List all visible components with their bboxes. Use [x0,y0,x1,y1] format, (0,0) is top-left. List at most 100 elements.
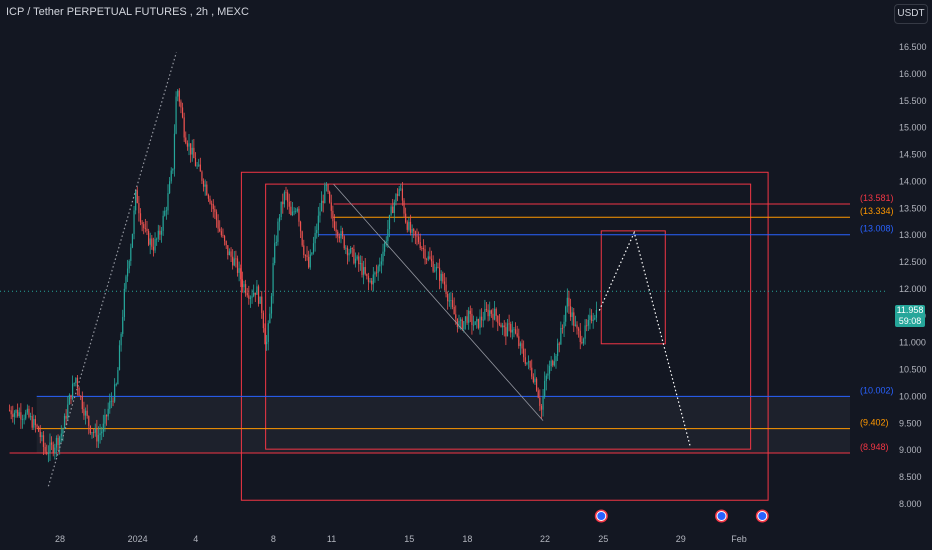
candle-body [143,224,145,229]
candle-body [485,309,488,310]
candle-body [253,292,255,297]
candle-body [110,400,113,402]
candle-body [479,316,481,328]
candle-body [91,432,93,434]
candle-body [120,333,122,346]
candle-body [388,215,391,230]
candle-body [555,356,557,362]
candle-body [579,330,581,343]
candle-body [584,325,586,339]
y-tick-label: 12.000 [899,284,927,294]
candle-body [84,410,87,416]
trend-line [333,183,544,421]
last-price-tag: 11.958 59:08 [895,305,925,327]
candle-body [524,357,526,364]
candle-body [324,185,326,203]
candle-body [128,260,130,269]
candle-body [434,270,436,272]
y-tick-label: 14.000 [899,176,927,186]
candle-body [257,286,260,304]
last-price-value: 11.958 [896,305,924,315]
candle-body [228,251,231,256]
candle-body [592,319,594,321]
candle-body [351,248,353,249]
candle-body [426,259,428,261]
event-flag-icon-inner [716,511,727,521]
candle-body [8,409,11,411]
candle-body [540,405,543,410]
candle-body [487,309,489,317]
candle-body [264,328,266,345]
candle-body [130,247,132,261]
candle-body [521,343,523,349]
candle-body [76,377,79,388]
candle-body [38,426,40,432]
candle-body [337,231,339,237]
candle-body [157,230,159,239]
currency-button[interactable]: USDT [894,4,928,24]
candle-body [102,423,104,432]
candle-body [20,412,22,420]
candle-body [44,446,46,452]
price-level-label: (13.008) [860,224,894,234]
candle-body [506,323,509,337]
candle-body [514,329,517,334]
candle-body [131,233,134,248]
candle-body [395,194,397,203]
candle-body [500,324,502,328]
candle-body [290,206,292,216]
exchange-label: MEXC [217,6,249,18]
candle-body [160,230,163,235]
candle-body [534,378,536,383]
candle-body [316,229,318,234]
candle-body [571,312,573,317]
candle-body [151,238,153,247]
interval-label[interactable]: 2h [195,6,209,18]
candle-body [325,184,328,186]
candle-body [343,236,345,249]
candle-body [304,254,307,256]
candle-body [493,308,496,320]
candle-body [371,280,373,285]
candle-body [202,180,205,187]
candle-body [581,342,583,344]
candle-body [469,310,471,314]
candle-body [41,435,43,438]
candle-body [594,317,596,320]
candle-body [348,252,350,256]
y-tick-label: 9.500 [899,418,922,428]
support-zone [36,396,851,454]
candle-body [359,262,361,265]
y-tick-label: 10.000 [899,391,927,401]
y-tick-label: 12.500 [899,257,927,267]
candle-body [70,394,72,399]
candle-body [196,165,198,167]
candle-body [154,239,156,251]
candle-body [372,274,374,285]
candle-body [400,188,402,190]
candle-body [31,416,33,428]
candle-body [170,170,172,182]
candle-body [430,258,433,262]
candle-body [173,133,176,169]
candle-body [232,256,234,266]
candle-body [582,338,585,344]
symbol-name[interactable]: ICP / Tether PERPETUAL FUTURES [6,6,187,18]
candle-body [557,343,559,357]
candle-body [396,194,399,196]
candle-body [222,235,224,237]
candle-body [26,408,28,413]
candle-body [115,384,117,386]
y-tick-label: 15.500 [899,96,927,106]
candle-body [89,425,91,433]
candle-body [52,444,54,453]
event-flag-icon-inner [596,511,607,521]
candle-body [319,211,321,216]
candle-body [80,395,82,397]
candle-body [72,383,74,399]
candle-body [164,210,166,216]
candle-body [553,361,555,366]
candle-body [573,312,575,326]
candle-body [532,376,534,383]
